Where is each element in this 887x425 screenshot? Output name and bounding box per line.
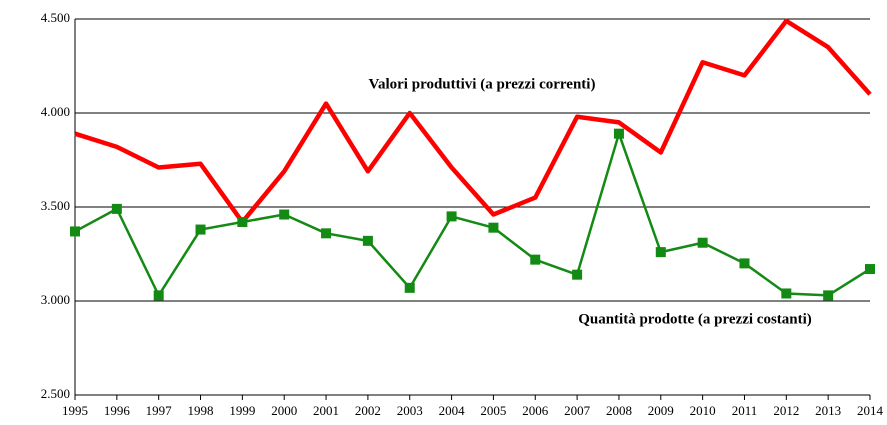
x-tick-label: 2005 — [480, 403, 506, 418]
marker — [613, 128, 624, 139]
x-tick-label: 1996 — [104, 403, 131, 418]
x-tick-label: 1999 — [229, 403, 255, 418]
x-tick-label: 2002 — [355, 403, 381, 418]
marker — [655, 247, 666, 258]
series-annotation: Quantità prodotte (a prezzi costanti) — [578, 311, 812, 327]
marker — [237, 217, 248, 228]
marker — [362, 235, 373, 246]
marker — [111, 203, 122, 214]
x-tick-label: 2012 — [773, 403, 799, 418]
marker — [739, 258, 750, 269]
marker — [823, 290, 834, 301]
x-tick-label: 2010 — [690, 403, 716, 418]
x-tick-label: 2014 — [857, 403, 884, 418]
x-tick-label: 2006 — [522, 403, 549, 418]
series-annotation: Valori produttivi (a prezzi correnti) — [369, 76, 596, 92]
x-tick-label: 2009 — [648, 403, 674, 418]
x-tick-label: 1995 — [62, 403, 88, 418]
y-tick-label: 4.500 — [41, 10, 70, 25]
marker — [446, 211, 457, 222]
series-line — [74, 132, 871, 297]
x-tick-label: 2013 — [815, 403, 841, 418]
marker — [279, 209, 290, 220]
x-tick-label: 2000 — [271, 403, 297, 418]
marker — [321, 228, 332, 239]
x-tick-label: 1997 — [146, 403, 173, 418]
x-tick-label: 1998 — [188, 403, 214, 418]
marker — [488, 222, 499, 233]
y-tick-label: 3.000 — [41, 292, 70, 307]
x-tick-label: 2008 — [606, 403, 632, 418]
y-tick-label: 2.500 — [41, 386, 70, 401]
y-tick-label: 3.500 — [41, 198, 70, 213]
x-tick-label: 2001 — [313, 403, 339, 418]
y-tick-label: 4.000 — [41, 104, 70, 119]
x-tick-label: 2003 — [397, 403, 423, 418]
x-tick-label: 2007 — [564, 403, 591, 418]
marker — [530, 254, 541, 265]
x-tick-label: 2004 — [439, 403, 466, 418]
marker — [865, 264, 875, 275]
marker — [195, 224, 206, 235]
x-tick-label: 2011 — [732, 403, 758, 418]
marker — [404, 282, 415, 293]
marker — [781, 288, 792, 299]
series-line — [74, 18, 872, 225]
marker — [153, 290, 164, 301]
marker — [70, 226, 80, 237]
marker — [697, 237, 708, 248]
marker — [572, 269, 583, 280]
